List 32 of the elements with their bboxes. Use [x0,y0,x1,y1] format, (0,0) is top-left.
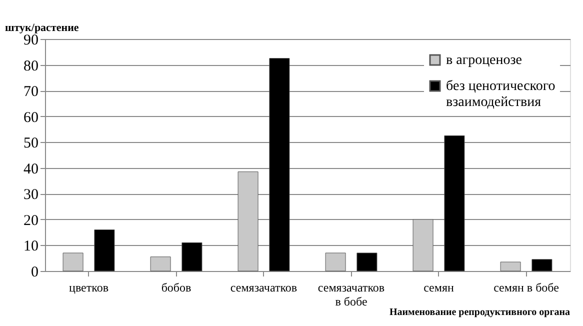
bar [412,219,434,272]
x-tick-label: семян в бобе [494,280,559,294]
y-tick-label: 10 [24,238,38,255]
bar [500,262,521,272]
y-tick-label: 0 [31,264,38,280]
y-tick-label: 90 [24,32,38,48]
x-tick-label: семязачатков [230,280,298,294]
y-tick-label: 50 [24,136,38,152]
x-tick-label: семян [424,280,454,294]
bar [532,259,552,272]
bar [94,230,115,272]
bar [269,58,290,272]
y-tick-label: 80 [24,58,38,74]
bar [62,252,84,272]
y-tick-label: 70 [24,84,38,100]
y-axis-title: штук/растение [5,22,79,34]
y-tick-label: 40 [24,161,38,178]
y-tick-label: 60 [24,110,38,126]
bar [325,252,346,272]
x-tick-label: цветков [69,280,109,294]
x-tick-label: семязачатков в бобе [318,280,385,308]
y-tick-label: 30 [24,187,38,204]
x-tick-label: бобов [161,280,192,294]
bar [356,252,378,272]
x-axis-title: Наименование репродуктивного органа [389,307,570,318]
legend-label: без ценотического взаимодействия [446,79,556,110]
legend-label: в агроценозе [446,53,522,68]
bar [238,172,258,272]
bar [444,135,465,272]
bar [150,256,171,272]
y-tick-label: 20 [24,212,38,229]
bar [182,242,202,272]
